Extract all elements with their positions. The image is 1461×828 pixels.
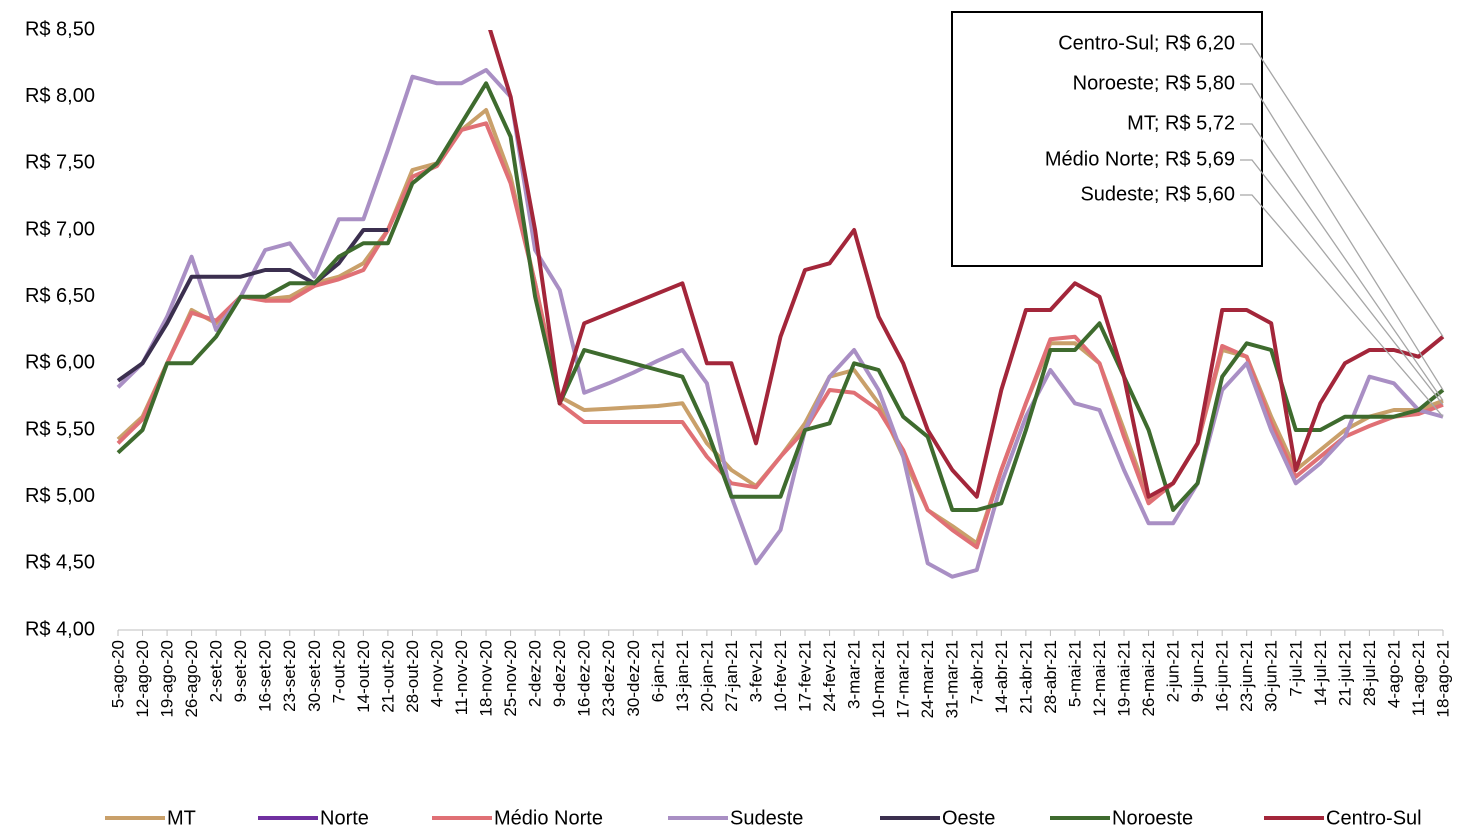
x-tick-label: 18-ago-21	[1433, 640, 1452, 718]
x-tick-label: 5-ago-20	[108, 640, 127, 708]
y-tick-label: R$ 5,50	[25, 418, 95, 440]
legend-label: Noroeste	[1112, 807, 1193, 828]
x-tick-label: 27-jan-21	[722, 640, 741, 712]
leader-line	[1240, 159, 1444, 406]
legend-label: Oeste	[942, 807, 995, 828]
y-tick-label: R$ 5,00	[25, 485, 95, 507]
axes: R$ 4,00 R$ 4,50 R$ 5,00 R$ 5,50 R$ 6,00 R$ 6,…	[25, 18, 1453, 718]
x-tick-label: 13-jan-21	[673, 640, 692, 712]
x-tick-label: 28-jul-21	[1360, 640, 1379, 706]
x-tick-label: 11-nov-20	[452, 640, 471, 715]
x-tick-label: 5-mai-21	[1065, 640, 1084, 707]
x-tick-label: 7-abr-21	[967, 640, 986, 704]
x-tick-label: 30-dez-20	[624, 640, 643, 717]
x-tick-label: 30-set-20	[305, 640, 324, 712]
x-tick-label: 10-mar-21	[869, 640, 888, 718]
x-tick-label: 7-jul-21	[1286, 640, 1305, 697]
series-line	[116, 81, 1445, 512]
x-tick-label: 10-fev-21	[771, 640, 790, 712]
annotation: Centro-Sul; R$ 6,20	[1058, 32, 1235, 54]
series-line	[488, 30, 1445, 499]
callout-box	[951, 11, 1263, 267]
y-tick-label: R$ 6,00	[25, 352, 95, 374]
x-tick-label: 2-jun-21	[1164, 640, 1183, 702]
annotation: MT; R$ 5,72	[1127, 112, 1235, 134]
x-tick-label: 7-out-20	[329, 640, 348, 703]
y-tick-label: R$ 4,00	[25, 618, 95, 640]
leader-line	[1240, 194, 1444, 418]
x-tick-label: 17-mar-21	[894, 640, 913, 718]
x-tick-label: 3-mar-21	[845, 640, 864, 709]
series-line	[116, 121, 1444, 550]
x-tick-label: 28-out-20	[403, 640, 422, 713]
x-tick-label: 26-ago-20	[182, 640, 201, 718]
legend-label: Norte	[320, 807, 369, 828]
x-tick-label: 30-jun-21	[1262, 640, 1281, 712]
leader-line	[1240, 83, 1444, 391]
x-tick-label: 19-mai-21	[1115, 640, 1134, 717]
x-tick-label: 9-dez-20	[550, 640, 569, 707]
x-tick-label: 23-jun-21	[1237, 640, 1256, 712]
y-tick-label: R$ 7,50	[25, 152, 95, 174]
y-tick-label: R$ 6,50	[25, 285, 95, 307]
leader-line	[1240, 43, 1444, 338]
plot-area	[116, 30, 1445, 579]
x-tick-label: 23-dez-20	[599, 640, 618, 717]
x-tick-label: 2-dez-20	[526, 640, 545, 707]
x-tick-label: 23-set-20	[280, 640, 299, 712]
annotation: Sudeste; R$ 5,60	[1080, 183, 1235, 205]
x-tick-label: 2-set-20	[207, 640, 226, 702]
x-tick-label: 16-set-20	[256, 640, 275, 712]
y-tick-label: R$ 7,00	[25, 218, 95, 240]
leader-line	[1240, 123, 1444, 402]
series-line	[116, 228, 388, 383]
x-tick-label: 9-set-20	[231, 640, 250, 702]
x-tick-label: 16-dez-20	[575, 640, 594, 717]
x-tick-label: 19-ago-20	[158, 640, 177, 718]
x-tick-label: 12-ago-20	[133, 640, 152, 718]
y-tick-label: R$ 8,50	[25, 18, 95, 40]
legend-label: Médio Norte	[494, 807, 603, 828]
x-tick-label: 31-mar-21	[943, 640, 962, 718]
x-tick-label: 21-abr-21	[1016, 640, 1035, 714]
x-tick-label: 21-jul-21	[1335, 640, 1354, 706]
annotation: Noroeste; R$ 5,80	[1073, 72, 1235, 94]
x-tick-label: 28-abr-21	[1041, 640, 1060, 714]
legend-label: Sudeste	[730, 807, 803, 828]
x-tick-label: 16-jun-21	[1213, 640, 1232, 712]
x-tick-label: 11-ago-21	[1409, 640, 1428, 716]
x-tick-label: 14-out-20	[354, 640, 373, 713]
annotation-box: Centro-Sul; R$ 6,20 Noroeste; R$ 5,80 MT; …	[951, 11, 1263, 267]
legend-label: MT	[167, 807, 196, 828]
x-tick-label: 4-ago-21	[1384, 640, 1403, 708]
x-tick-label: 14-jul-21	[1311, 640, 1330, 706]
x-tick-label: 4-nov-20	[427, 640, 446, 707]
y-tick-label: R$ 8,00	[25, 85, 95, 107]
x-tick-label: 26-mai-21	[1139, 640, 1158, 717]
x-tick-label: 25-nov-20	[501, 640, 520, 717]
x-tick-label: 18-nov-20	[477, 640, 496, 717]
x-tick-label: 6-jan-21	[648, 640, 667, 702]
x-tick-label: 21-out-20	[378, 640, 397, 713]
series-line	[116, 68, 1444, 579]
x-tick-label: 17-fev-21	[796, 640, 815, 712]
x-tick-label: 12-mai-21	[1090, 640, 1109, 717]
legend: MT Norte Médio Norte Sudeste Oeste Noroeste Ce…	[105, 807, 1422, 828]
x-tick-label: 9-jun-21	[1188, 640, 1207, 702]
annotation: Médio Norte; R$ 5,69	[1045, 148, 1235, 170]
x-tick-label: 14-abr-21	[992, 640, 1011, 714]
x-tick-label: 20-jan-21	[697, 640, 716, 712]
legend-label: Centro-Sul	[1326, 807, 1422, 828]
x-tick-label: 24-fev-21	[820, 640, 839, 712]
x-tick-label: 24-mar-21	[918, 640, 937, 718]
y-tick-label: R$ 4,50	[25, 552, 95, 574]
x-tick-label: 3-fev-21	[746, 640, 765, 702]
